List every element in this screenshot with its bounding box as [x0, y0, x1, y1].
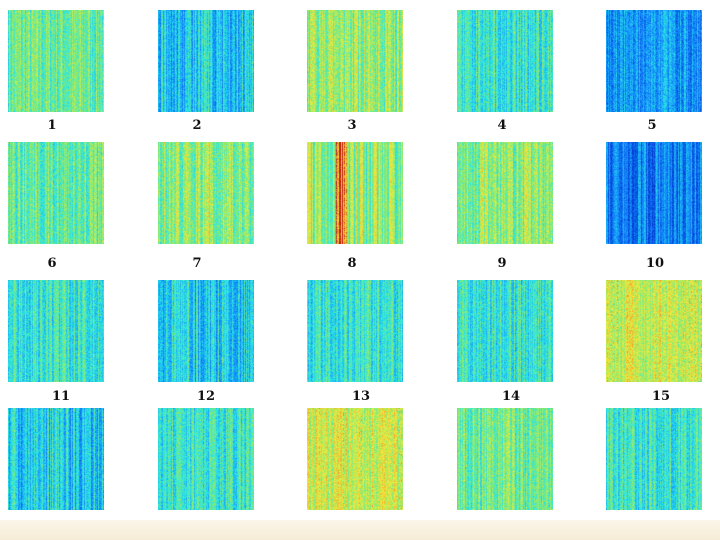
panel-label: 8 — [347, 256, 357, 271]
heatmap-image — [307, 10, 403, 112]
heatmap-image — [307, 280, 403, 382]
heatmap-image — [606, 142, 702, 244]
panel-label: 15 — [651, 389, 671, 404]
heatmap-panel — [158, 142, 254, 244]
heatmap-panel — [457, 280, 553, 382]
heatmap-panel — [606, 142, 702, 244]
heatmap-panel — [457, 142, 553, 244]
panel-label: 11 — [51, 389, 71, 404]
panel-label: 4 — [497, 118, 507, 133]
heatmap-image — [307, 142, 403, 244]
panel-label: 9 — [497, 256, 507, 271]
heatmap-image — [8, 142, 104, 244]
heatmap-panel — [307, 10, 403, 112]
heatmap-image — [307, 408, 403, 510]
panel-label: 12 — [196, 389, 216, 404]
heatmap-image — [158, 10, 254, 112]
heatmap-image — [457, 10, 553, 112]
heatmap-image — [457, 142, 553, 244]
heatmap-panel — [8, 10, 104, 112]
heatmap-image — [158, 408, 254, 510]
heatmap-panel — [606, 10, 702, 112]
panel-label: 1 — [47, 118, 57, 133]
heatmap-panel — [8, 408, 104, 510]
heatmap-panel — [158, 408, 254, 510]
panel-label: 5 — [647, 118, 657, 133]
panel-label: 13 — [351, 389, 371, 404]
heatmap-panel — [606, 280, 702, 382]
footer-band — [0, 520, 720, 540]
heatmap-panel — [307, 142, 403, 244]
panel-label: 2 — [192, 118, 202, 133]
heatmap-image — [158, 280, 254, 382]
heatmap-image — [606, 280, 702, 382]
heatmap-panel — [158, 10, 254, 112]
heatmap-image — [8, 280, 104, 382]
panel-label: 7 — [192, 256, 202, 271]
heatmap-image — [8, 408, 104, 510]
panel-label: 14 — [501, 389, 521, 404]
heatmap-image — [457, 408, 553, 510]
panel-label: 3 — [347, 118, 357, 133]
heatmap-image — [457, 280, 553, 382]
heatmap-panel — [457, 10, 553, 112]
heatmap-panel — [8, 280, 104, 382]
heatmap-panel — [307, 408, 403, 510]
heatmap-panel — [307, 280, 403, 382]
heatmap-panel — [8, 142, 104, 244]
heatmap-image — [8, 10, 104, 112]
heatmap-image — [606, 10, 702, 112]
heatmap-image — [606, 408, 702, 510]
heatmap-panel — [158, 280, 254, 382]
panel-label: 10 — [645, 256, 665, 271]
heatmap-panel — [457, 408, 553, 510]
heatmap-panel — [606, 408, 702, 510]
panel-label: 6 — [47, 256, 57, 271]
heatmap-image — [158, 142, 254, 244]
